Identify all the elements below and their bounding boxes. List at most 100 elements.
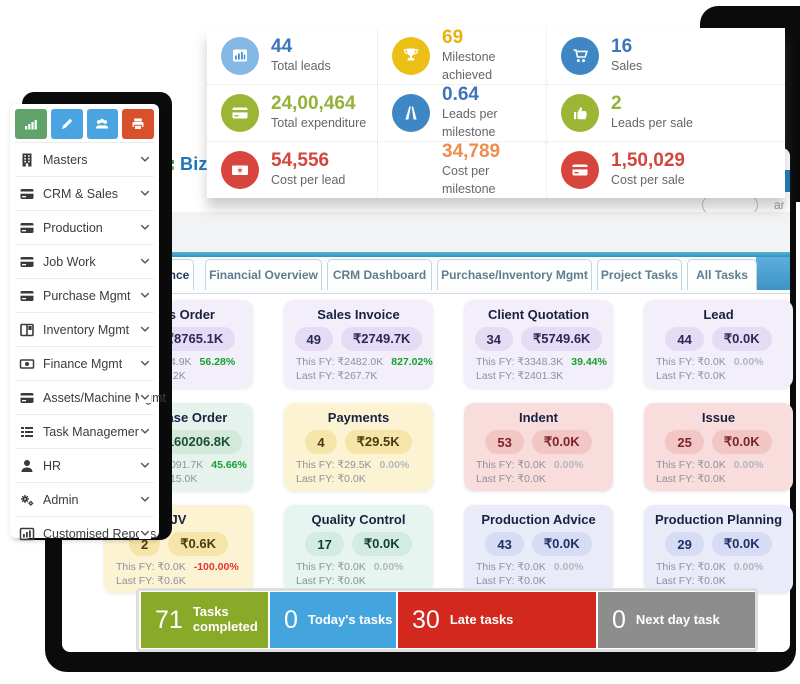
stat-sales: 16 Sales [547,28,785,85]
bar-chart-icon [221,37,259,75]
credit-card-icon [20,392,34,403]
stat-value: 34,789 [442,140,501,162]
card-title: JV [170,512,187,527]
fy-percent: 0.00% [553,561,584,573]
sidebar-item-crm-sales[interactable]: CRM & Sales [15,176,154,210]
last-fy-line: Last FY: ₹0.0K [476,575,546,587]
users-button[interactable] [86,109,119,139]
tile-next-day-task[interactable]: 0 Next day task [598,592,755,648]
fy-percent: 0.00% [553,459,584,471]
this-fy-line: This FY: ₹0.0K 0.00% [656,459,764,471]
count-pill: 43 [485,532,524,556]
sidebar-item-finance-mgmt[interactable]: Finance Mgmt [15,346,154,380]
sidebar-item-label: Job Work [43,254,96,269]
card-title: Client Quotation [487,307,590,322]
sidebar-item-task-management[interactable]: Task Management [15,414,154,448]
tab-strip-filler [756,257,790,290]
stat-total-expenditure: 24,00,464 Total expenditure [207,85,378,142]
task-count: 71 [155,605,183,634]
building-icon [22,153,32,166]
stat-label: Milestone achieved [442,50,496,83]
card-title: Issue [701,410,736,425]
stat-label: Cost per sale [611,173,685,188]
sidebar-item-admin[interactable]: Admin [15,482,154,516]
card-lead[interactable]: Sales Lead 44 ₹0.0K This FY: ₹0.0K 0.00% L… [622,300,793,388]
card-issue[interactable]: Store Issue 25 ₹0.0K This FY: ₹0.0K 0.00% … [622,403,793,491]
this-fy-line: This FY: ₹0.0K -100.00% [116,561,239,573]
tile-late-tasks[interactable]: 30 Late tasks [398,592,596,648]
amount-pill: ₹2749.7K [341,327,423,351]
amount-pill: ₹5749.6K [521,327,603,351]
card-quality-control[interactable]: Quality Control Quality Control 17 ₹0.0K … [262,505,433,593]
tab-purchase-inventory[interactable]: Purchase/Inventory Mgmt [437,259,592,290]
card-title: Indent [519,410,558,425]
stat-value: 24,00,464 [271,92,356,114]
count-pill: 34 [474,327,514,351]
task-summary-bar: 71 Tasks completed 0 Today's tasks 30 Late … [136,588,758,652]
this-fy-line: This FY: ₹0.0K 0.00% [476,459,584,471]
stat-cost-per-milestone: 34,789 Cost per milestone [378,140,547,198]
stat-leads-per-sale: 2 Leads per sale [547,85,785,142]
pencil-button[interactable] [50,109,83,139]
fy-percent: 0.00% [733,459,764,471]
count-pill: 53 [485,430,524,454]
card-production-advice[interactable]: Production Production Advice 43 ₹0.0K Thi… [442,505,613,593]
sidebar-item-hr[interactable]: HR [15,448,154,482]
dashboard-panel: BizA rd Lu ar Business Intelligence Fina… [62,148,793,652]
sidebar-item-job-work[interactable]: Job Work [15,244,154,278]
this-fy-line: This FY: ₹3348.3K 39.44% [476,356,607,368]
users-icon [96,118,109,129]
last-fy-line: Last FY: ₹267.7K [296,370,378,382]
card-sales-invoice[interactable]: Sales Sales Invoice 49 ₹2749.7K This FY: … [262,300,433,388]
stat-cost-per-lead: 54,556 Cost per lead [207,142,378,198]
amount-pill: ₹0.0K [531,430,592,454]
sidebar-menu: Masters CRM & Sales Production Job Work … [10,104,166,541]
fy-percent: 827.02% [391,356,433,368]
columns-icon [20,323,34,336]
card-production-planning[interactable]: Production Production Planning 29 ₹0.0K T… [622,505,793,593]
stat-label: Cost per milestone [442,164,496,197]
gears-icon [21,494,34,506]
card-title: Payments [327,410,390,425]
chevron-down-icon [139,255,151,267]
stat-value: 54,556 [271,149,330,171]
stat-value: 0.64 [442,83,479,105]
road-icon [392,94,430,132]
card-payments[interactable]: Finance Payments 4 ₹29.5K This FY: ₹29.5K… [262,403,433,491]
task-count: 30 [412,605,440,634]
tile-todays-tasks[interactable]: 0 Today's tasks [270,592,396,648]
tile-tasks-completed[interactable]: 71 Tasks completed [141,592,268,648]
search-label: ar [774,198,785,212]
bar-chart-icon [19,527,35,540]
tab-crm-dashboard[interactable]: CRM Dashboard [327,259,432,290]
count-pill: 44 [665,327,704,351]
tab-all-tasks[interactable]: All Tasks [687,259,757,290]
kpi-stats-panel: 44 Total leads 69 Milestone achieved 16 Sal… [207,26,785,198]
stat-value: 69 [442,26,464,48]
task-count: 0 [284,605,298,634]
sidebar-item-purchase-mgmt[interactable]: Purchase Mgmt [15,278,154,312]
fy-percent: -100.00% [193,561,239,573]
sidebar-item-masters[interactable]: Masters [15,142,154,176]
amount-pill: ₹0.0K [531,532,592,556]
card-title: Sales Invoice [317,307,400,322]
signal-chart-button[interactable] [15,109,47,139]
sidebar-item-customised-reports[interactable]: Customised Reports [15,516,156,550]
tab-financial-overview[interactable]: Financial Overview [205,259,322,290]
cart-icon [561,37,599,75]
amount-pill: ₹0.0K [711,532,772,556]
tab-project-tasks[interactable]: Project Tasks [597,259,682,290]
card-client-quotation[interactable]: Sales Client Quotation 34 ₹5749.6K This F… [442,300,613,388]
sidebar-item-production[interactable]: Production [15,210,154,244]
chevron-down-icon [139,187,151,199]
card-indent[interactable]: Store Indent 53 ₹0.0K This FY: ₹0.0K 0.00%… [442,403,613,491]
sidebar-item-inventory-mgmt[interactable]: Inventory Mgmt [15,312,154,346]
sidebar-item-label: Finance Mgmt [43,356,123,371]
fy-percent: 0.00% [733,356,764,368]
stat-value: 16 [611,35,633,57]
sidebar-item-label: CRM & Sales [43,186,119,201]
printer-button[interactable] [122,109,154,139]
card-title: Lead [703,307,734,322]
count-pill: 4 [305,430,337,454]
sidebar-item-assets-machine-mgmt[interactable]: Assets/Machine Mgmt [15,380,166,414]
